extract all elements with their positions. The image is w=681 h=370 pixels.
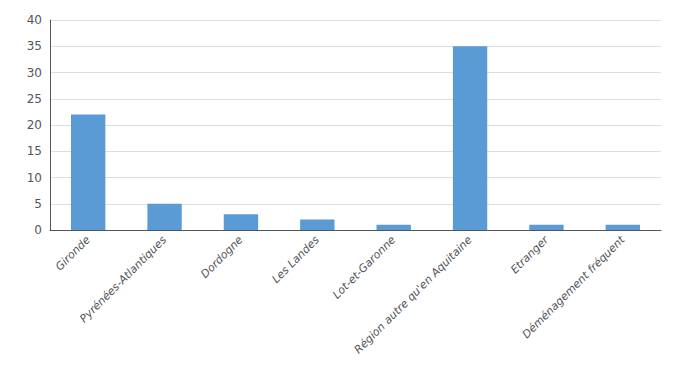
svg-text:40: 40 [27, 13, 42, 27]
svg-text:Lot-et-Garonne: Lot-et-Garonne [330, 233, 398, 301]
svg-text:Gironde: Gironde [53, 233, 93, 273]
svg-text:30: 30 [27, 66, 42, 80]
svg-text:Déménagement fréquent: Déménagement fréquent [520, 233, 628, 341]
svg-text:Région autre qu'en Aquitaine: Région autre qu'en Aquitaine [352, 233, 475, 356]
svg-text:Etranger: Etranger [508, 232, 552, 276]
svg-text:0: 0 [34, 223, 42, 237]
svg-text:25: 25 [27, 92, 42, 106]
svg-text:5: 5 [34, 197, 42, 211]
svg-text:Pyrénées-Atlantiques: Pyrénées-Atlantiques [77, 233, 169, 325]
svg-text:20: 20 [27, 118, 42, 132]
svg-text:10: 10 [27, 171, 42, 185]
svg-text:Les Landes: Les Landes [269, 233, 322, 286]
svg-text:35: 35 [27, 39, 42, 53]
svg-text:15: 15 [27, 144, 42, 158]
svg-text:Dordogne: Dordogne [198, 233, 246, 281]
